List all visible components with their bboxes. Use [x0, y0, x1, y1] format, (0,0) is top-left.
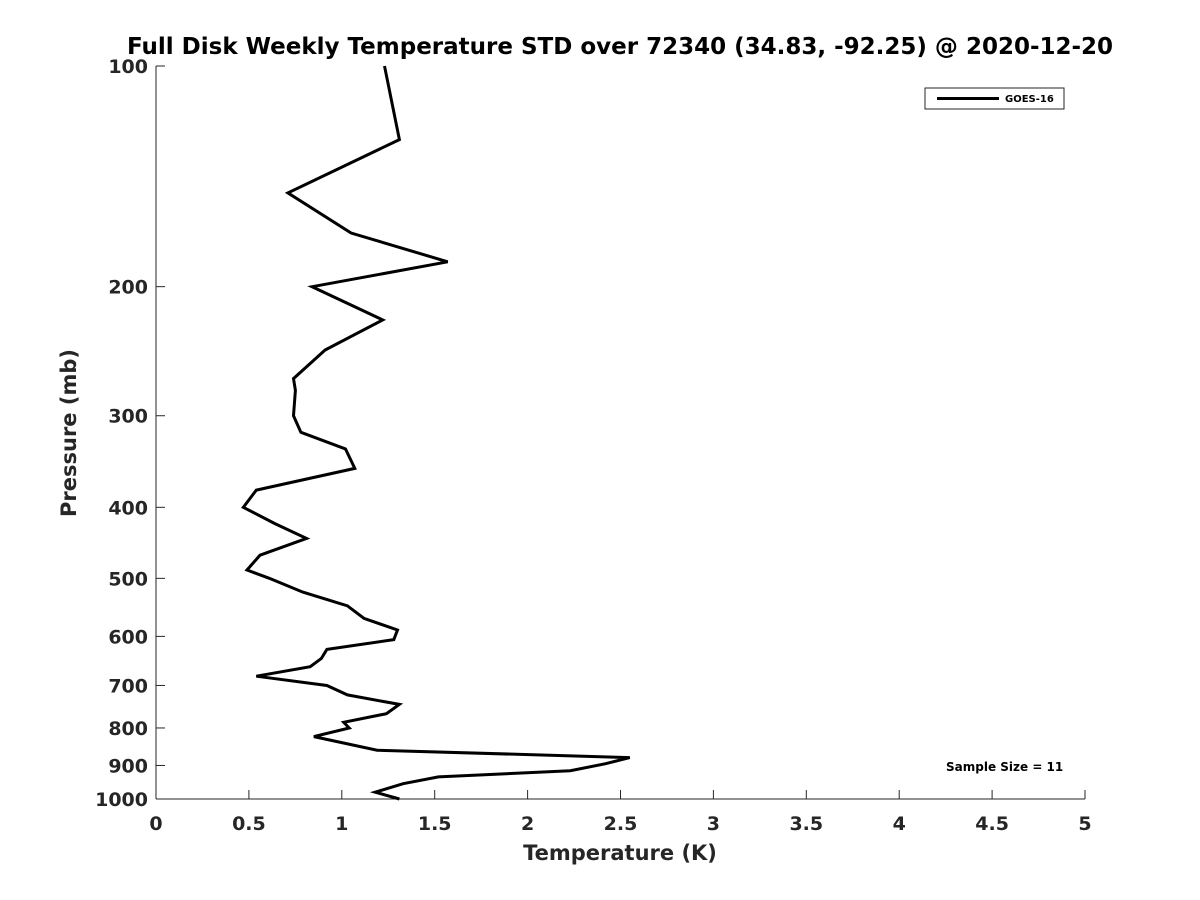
- y-tick-label: 900: [108, 755, 148, 777]
- y-tick-label: 100: [108, 56, 148, 78]
- x-tick-label: 0.5: [232, 813, 266, 835]
- x-tick-label: 2.5: [604, 813, 638, 835]
- x-tick-label: 4: [893, 813, 906, 835]
- x-tick-label: 4.5: [975, 813, 1009, 835]
- y-tick-label: 700: [108, 675, 148, 697]
- sample-size-annotation: Sample Size = 11: [946, 760, 1063, 774]
- legend-label: GOES-16: [1005, 94, 1054, 105]
- x-tick-label: 3.5: [789, 813, 823, 835]
- y-axis-ticks: 100 200 300 400 500 600 700 800 900 1000: [95, 56, 165, 811]
- x-tick-label: 0: [149, 813, 162, 835]
- series-layer: [241, 65, 631, 801]
- legend: GOES-16: [924, 87, 1065, 110]
- y-tick-label: 300: [108, 406, 148, 428]
- y-tick-label: 200: [108, 277, 148, 299]
- chart-title: Full Disk Weekly Temperature STD over 72…: [127, 34, 1113, 60]
- y-axis-label: Pressure (mb): [57, 349, 81, 517]
- y-tick-label: 600: [108, 626, 148, 648]
- y-tick-label: 400: [108, 497, 148, 519]
- x-tick-label: 1.5: [418, 813, 452, 835]
- y-tick-label: 500: [108, 568, 148, 590]
- plot-area: [155, 66, 1085, 800]
- x-tick-label: 2: [521, 813, 534, 835]
- series-line-goes-16: [241, 65, 631, 801]
- x-tick-label: 3: [707, 813, 720, 835]
- x-axis-ticks: 0 0.5 1 1.5 2 2.5 3 3.5 4 4.5 5: [149, 790, 1092, 835]
- x-tick-label: 5: [1078, 813, 1091, 835]
- y-tick-label: 800: [108, 718, 148, 740]
- y-tick-label: 1000: [95, 789, 148, 811]
- x-axis-label: Temperature (K): [523, 841, 717, 865]
- x-tick-label: 1: [335, 813, 348, 835]
